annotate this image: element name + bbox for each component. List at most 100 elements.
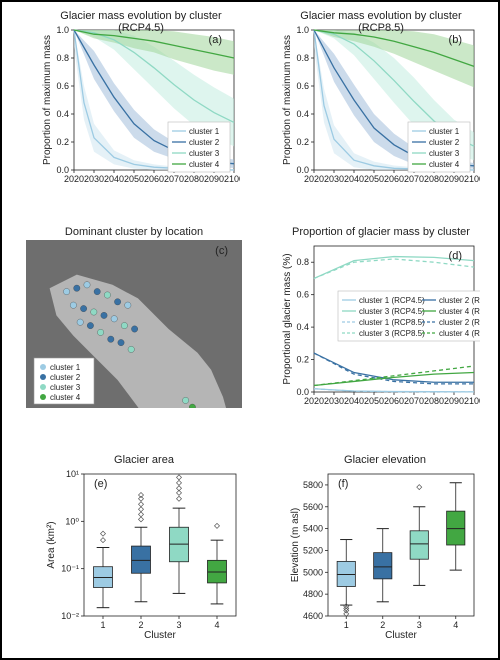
svg-text:2060: 2060: [144, 174, 164, 184]
panel: Glacier elevation46004800500052005400560…: [290, 468, 480, 638]
panel-title: Dominant cluster by location: [26, 226, 242, 238]
panel-title: Proportion of glacier mass by cluster: [282, 226, 480, 238]
svg-text:3: 3: [176, 620, 181, 630]
svg-text:cluster 2: cluster 2: [50, 373, 81, 382]
panel-svg: 2020203020402050206020702080209021000.00…: [282, 240, 480, 408]
svg-text:cluster 3: cluster 3: [189, 149, 220, 158]
svg-text:2020: 2020: [64, 174, 84, 184]
svg-text:0.0: 0.0: [296, 387, 309, 397]
svg-text:cluster 1 (RCP8.5): cluster 1 (RCP8.5): [359, 318, 425, 327]
svg-text:10⁻¹: 10⁻¹: [61, 564, 79, 574]
svg-text:(f): (f): [338, 478, 348, 490]
svg-text:4: 4: [214, 620, 219, 630]
svg-text:0.0: 0.0: [296, 165, 309, 175]
panel: Dominant cluster by location(c)cluster 1…: [26, 240, 242, 408]
svg-text:0.8: 0.8: [56, 53, 69, 63]
svg-text:Proportion of maximum mass: Proportion of maximum mass: [42, 35, 53, 165]
svg-text:5400: 5400: [303, 524, 323, 534]
svg-text:cluster 3 (RCP8.5): cluster 3 (RCP8.5): [359, 329, 425, 338]
svg-text:0.2: 0.2: [56, 137, 69, 147]
svg-text:2090: 2090: [444, 174, 464, 184]
svg-text:0.8: 0.8: [296, 257, 309, 267]
svg-text:(d): (d): [449, 250, 462, 262]
svg-text:cluster 4: cluster 4: [189, 160, 220, 169]
svg-text:2070: 2070: [404, 174, 424, 184]
svg-text:cluster 2: cluster 2: [189, 138, 220, 147]
svg-text:2030: 2030: [324, 396, 344, 406]
svg-text:0.4: 0.4: [296, 109, 309, 119]
panel-title: Glacier mass evolution by cluster (RCP8.…: [282, 10, 480, 34]
svg-text:5600: 5600: [303, 502, 323, 512]
svg-text:4: 4: [453, 620, 458, 630]
svg-text:2050: 2050: [124, 174, 144, 184]
svg-text:2080: 2080: [184, 174, 204, 184]
panel-title: Glacier mass evolution by cluster (RCP4.…: [42, 10, 240, 34]
svg-text:cluster 1: cluster 1: [429, 127, 460, 136]
svg-text:2020: 2020: [304, 174, 324, 184]
panel-title: Glacier elevation: [290, 454, 480, 466]
svg-text:cluster 3: cluster 3: [429, 149, 460, 158]
svg-text:cluster 3: cluster 3: [50, 383, 81, 392]
svg-text:2050: 2050: [364, 174, 384, 184]
svg-text:Proportion of maximum mass: Proportion of maximum mass: [282, 35, 293, 165]
svg-text:cluster 2: cluster 2: [429, 138, 460, 147]
svg-text:2090: 2090: [204, 174, 224, 184]
svg-text:2060: 2060: [384, 396, 404, 406]
svg-text:0.4: 0.4: [56, 109, 69, 119]
svg-text:2100: 2100: [464, 174, 480, 184]
svg-text:2040: 2040: [344, 174, 364, 184]
svg-text:cluster 1: cluster 1: [189, 127, 220, 136]
svg-text:2080: 2080: [424, 174, 444, 184]
svg-text:Proportional glacier mass (%): Proportional glacier mass (%): [282, 253, 293, 384]
svg-text:2030: 2030: [84, 174, 104, 184]
svg-text:0.0: 0.0: [56, 165, 69, 175]
panel-svg: 10⁻²10⁻¹10⁰10¹Area (km²)1234Cluster(e): [46, 468, 242, 638]
svg-text:0.6: 0.6: [56, 81, 69, 91]
svg-text:cluster 2 (RCP4.5): cluster 2 (RCP4.5): [439, 296, 480, 305]
svg-text:cluster 1: cluster 1: [50, 363, 81, 372]
svg-text:2: 2: [138, 620, 143, 630]
svg-text:2050: 2050: [364, 396, 384, 406]
svg-text:0.6: 0.6: [296, 81, 309, 91]
svg-text:0.2: 0.2: [296, 137, 309, 147]
svg-text:2: 2: [380, 620, 385, 630]
svg-text:Elevation (m asl): Elevation (m asl): [290, 508, 301, 582]
svg-text:5800: 5800: [303, 480, 323, 490]
svg-text:2080: 2080: [424, 396, 444, 406]
svg-text:cluster 1 (RCP4.5): cluster 1 (RCP4.5): [359, 296, 425, 305]
svg-text:10⁻²: 10⁻²: [61, 611, 79, 621]
svg-text:cluster 4: cluster 4: [429, 160, 460, 169]
svg-text:3: 3: [417, 620, 422, 630]
panel-svg: (c) cluster 1cluster 2cluster 3cluster 4: [26, 240, 242, 408]
panel: Glacier area10⁻²10⁻¹10⁰10¹Area (km²)1234…: [46, 468, 242, 638]
svg-text:5000: 5000: [303, 567, 323, 577]
panel-title: Glacier area: [46, 454, 242, 466]
svg-text:cluster 4: cluster 4: [50, 393, 81, 402]
svg-text:(b): (b): [449, 34, 462, 46]
svg-text:(e): (e): [94, 478, 107, 490]
svg-text:2090: 2090: [444, 396, 464, 406]
svg-text:(a): (a): [209, 34, 222, 46]
panel: Glacier mass evolution by cluster (RCP8.…: [282, 24, 480, 186]
svg-text:4800: 4800: [303, 589, 323, 599]
panel-svg: 202020302040205020602070208020902100 0.0 0…: [42, 24, 240, 186]
svg-text:2070: 2070: [164, 174, 184, 184]
svg-text:Cluster: Cluster: [385, 630, 417, 638]
svg-text:cluster 2 (RCP8.5): cluster 2 (RCP8.5): [439, 318, 480, 327]
svg-text:1: 1: [344, 620, 349, 630]
svg-text:(c): (c): [215, 245, 228, 257]
svg-text:cluster 4 (RCP4.5): cluster 4 (RCP4.5): [439, 307, 480, 316]
svg-text:2100: 2100: [224, 174, 240, 184]
svg-text:4600: 4600: [303, 611, 323, 621]
svg-text:0.2: 0.2: [296, 355, 309, 365]
svg-text:0.8: 0.8: [296, 53, 309, 63]
panel: Glacier mass evolution by cluster (RCP4.…: [42, 24, 240, 186]
svg-text:2040: 2040: [104, 174, 124, 184]
svg-text:Area (km²): Area (km²): [46, 521, 57, 568]
svg-text:2060: 2060: [384, 174, 404, 184]
svg-text:2070: 2070: [404, 396, 424, 406]
svg-text:cluster 4 (RCP8.5): cluster 4 (RCP8.5): [439, 329, 480, 338]
svg-text:5200: 5200: [303, 545, 323, 555]
svg-text:0.6: 0.6: [296, 290, 309, 300]
svg-text:2020: 2020: [304, 396, 324, 406]
